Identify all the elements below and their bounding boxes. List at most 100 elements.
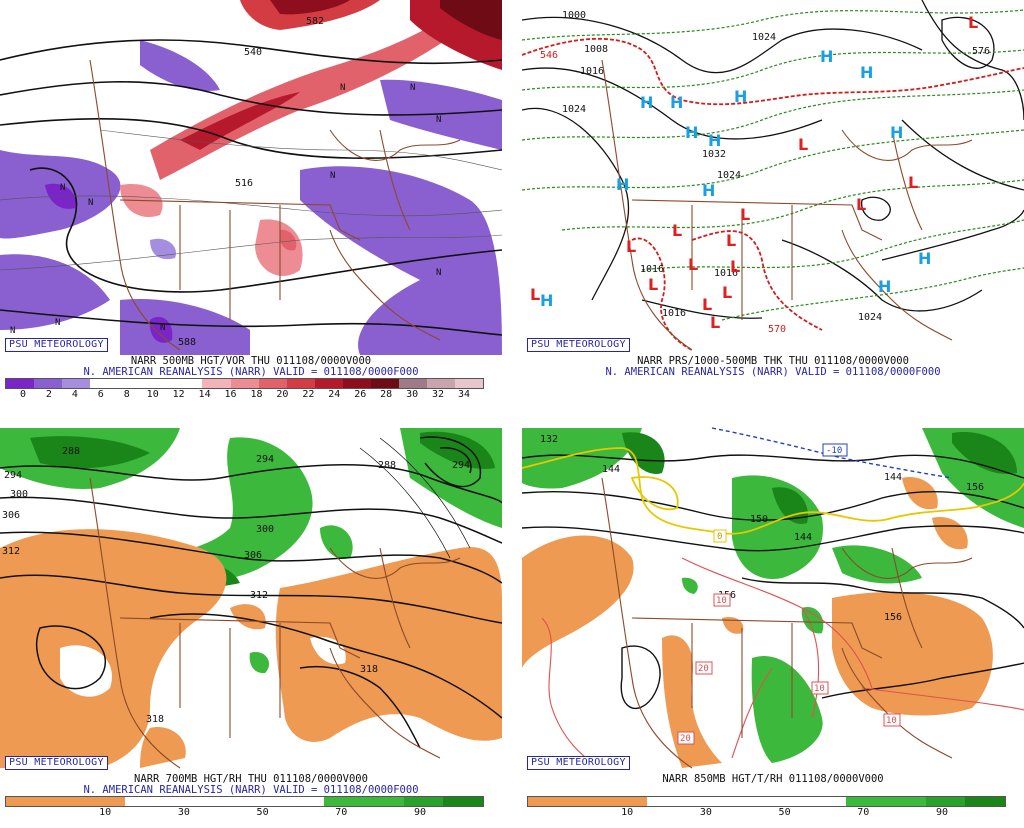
- rh700-colorbar: [5, 796, 484, 807]
- high-pressure-markers: H H H H H H H H H H H H H: [540, 47, 931, 310]
- contour-label: 294: [4, 470, 22, 481]
- colorbar-tick-label: 22: [302, 389, 315, 400]
- contour-label: 582: [306, 16, 324, 27]
- colorbar-segment: [528, 797, 568, 806]
- map-letter: N: [55, 318, 60, 328]
- colorbar-tick-label: 90: [413, 807, 427, 818]
- colorbar-segment: [687, 797, 727, 806]
- low-marker: L: [626, 237, 636, 256]
- colorbar-segment: [6, 797, 46, 806]
- map-letter: N: [160, 323, 165, 333]
- colorbar-tick-label: 50: [778, 807, 791, 818]
- colorbar-tick-label: 6: [97, 389, 104, 400]
- panel-caption-title: NARR 700MB HGT/RH THU 011108/0000V000: [134, 773, 368, 785]
- temp-label: 20: [698, 664, 709, 674]
- vorticity-colorbar-ticks: 0 2 4 6 8 10 12 14 16 18 20 22 24 26 28 30 32 34: [5, 389, 482, 401]
- isobar-label: 1024: [752, 32, 776, 43]
- high-marker: H: [820, 47, 833, 66]
- height-contour-labels: 288 294 300 306 312 294 300 306 312 318 …: [2, 446, 470, 725]
- contour-label: 144: [884, 472, 902, 483]
- colorbar-segment: [244, 797, 285, 806]
- contour-label: 150: [750, 514, 768, 525]
- contour-label: 288: [378, 460, 396, 471]
- contour-label: 318: [146, 714, 164, 725]
- colorbar-tick-label: 24: [328, 389, 341, 400]
- colorbar-tick-label: 50: [256, 807, 269, 818]
- rh700-colorbar-ticks: 10 30 50 70 90: [5, 807, 482, 819]
- thickness-label: 570: [768, 324, 786, 335]
- high-marker: H: [702, 181, 715, 200]
- colorbar-tick-label: 0: [19, 389, 27, 400]
- colorbar-segment: [965, 797, 1005, 806]
- colorbar-segment: [85, 797, 126, 806]
- pressure-map-graphic: 1000 1008 1016 1024 1032 1024 1016 1016 …: [522, 0, 1024, 355]
- thickness-label: 576: [972, 46, 990, 57]
- colorbar-segment: [567, 797, 608, 806]
- colorbar-tick-label: 18: [250, 389, 263, 400]
- contour-label: 294: [452, 460, 470, 471]
- map-500mb-vorticity: 540 516 588 582 N N N N N N N N N N: [0, 0, 502, 355]
- temp-label: -10: [826, 446, 842, 456]
- map-letter: N: [330, 171, 335, 181]
- colorbar-tick-label: 34: [457, 389, 471, 400]
- low-marker: L: [726, 231, 736, 250]
- panel-caption-valid: N. AMERICAN REANALYSIS (NARR) VALID = 01…: [83, 366, 419, 378]
- colorbar-tick-label: 26: [354, 389, 367, 400]
- colorbar-segment: [284, 797, 324, 806]
- low-marker: L: [710, 313, 720, 332]
- high-marker: H: [616, 175, 629, 194]
- high-marker: H: [878, 277, 891, 296]
- contour-label: 318: [360, 664, 378, 675]
- t850-colorbar-ticks: 10 30 50 70 90: [527, 807, 1004, 819]
- contour-labels: 540 516 588 582: [178, 16, 324, 348]
- low-marker: L: [648, 275, 658, 294]
- isobar-labels: 1000 1008 1016 1024 1032 1024 1016 1016 …: [540, 10, 990, 335]
- panel-caption-valid: N. AMERICAN REANALYSIS (NARR) VALID = 01…: [605, 366, 941, 378]
- contour-label: 156: [966, 482, 984, 493]
- map-700mb-rh: 288 294 300 306 312 294 300 306 312 318 …: [0, 418, 502, 773]
- colorbar-segment: [118, 379, 147, 388]
- colorbar-tick-label: 90: [935, 807, 949, 818]
- high-marker: H: [890, 123, 903, 142]
- low-pressure-markers: L L L L L L L L L L L L L L L: [530, 13, 978, 332]
- colorbar-segment: [230, 379, 259, 388]
- low-marker: L: [702, 295, 712, 314]
- low-marker: L: [798, 135, 808, 154]
- psu-meteorology-badge: PSU METEOROLOGY: [527, 338, 630, 352]
- temp-label: 10: [814, 684, 825, 694]
- rh700-map-graphic: 288 294 300 306 312 294 300 306 312 318 …: [0, 418, 502, 773]
- low-marker: L: [740, 205, 750, 224]
- panel-caption-valid: N. AMERICAN REANALYSIS (NARR) VALID = 01…: [83, 784, 419, 796]
- vorticity-colorbar: [5, 378, 484, 389]
- colorbar-segment: [426, 379, 455, 388]
- colorbar-tick-label: 20: [276, 389, 289, 400]
- colorbar-tick-label: 8: [123, 389, 130, 400]
- isobar-label: 1008: [584, 44, 608, 55]
- contour-label: 306: [2, 510, 20, 521]
- high-marker: H: [685, 123, 698, 142]
- map-letter: N: [60, 183, 65, 193]
- colorbar-segment: [647, 797, 687, 806]
- low-marker: L: [688, 255, 698, 274]
- vorticity-map-graphic: 540 516 588 582 N N N N N N N N N N: [0, 0, 502, 355]
- colorbar-tick-label: 32: [432, 389, 445, 400]
- contour-label: 300: [10, 489, 28, 500]
- isobar-label: 1016: [640, 264, 664, 275]
- colorbar-tick-label: 28: [380, 389, 393, 400]
- colorbar-segment: [45, 797, 86, 806]
- map-850mb-temp-rh: 132 144 150 144 156 156 144 156 -10 0 10…: [522, 418, 1024, 773]
- contour-label: 306: [244, 550, 262, 561]
- colorbar-segment: [146, 379, 175, 388]
- isobar-label: 1000: [562, 10, 586, 21]
- panel-850mb-temp-rh: 132 144 150 144 156 156 144 156 -10 0 10…: [522, 418, 1024, 828]
- temp-label: 10: [886, 716, 897, 726]
- map-letter: N: [436, 268, 441, 278]
- map-letter: N: [436, 115, 441, 125]
- colorbar-segment: [90, 379, 119, 388]
- colorbar-segment: [398, 379, 427, 388]
- colorbar-tick-label: 30: [406, 389, 419, 400]
- contour-label: 294: [256, 454, 274, 465]
- high-marker: H: [540, 291, 553, 310]
- isobar-label: 1016: [714, 268, 738, 279]
- high-marker: H: [918, 249, 931, 268]
